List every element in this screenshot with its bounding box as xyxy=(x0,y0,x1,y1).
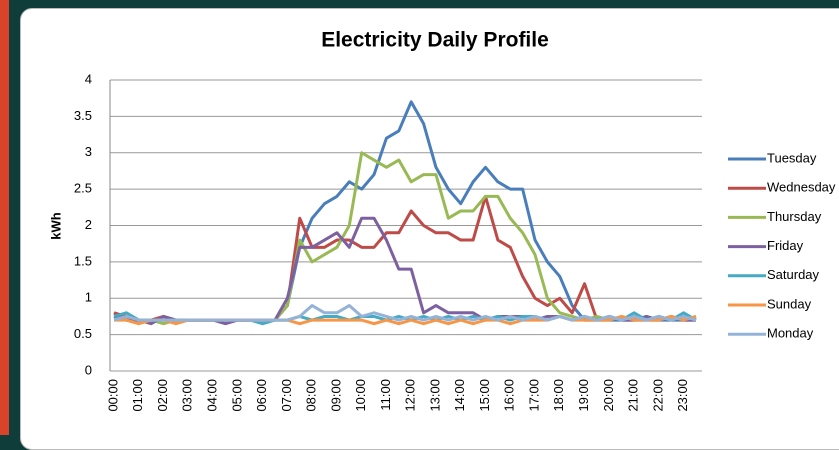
legend-label: Tuesday xyxy=(767,150,817,165)
line-series xyxy=(113,100,696,322)
x-tick-label: 22:00 xyxy=(650,379,665,412)
x-tick-label: 19:00 xyxy=(576,379,591,412)
y-tick-label: 2.5 xyxy=(74,181,92,196)
legend-label: Thursday xyxy=(767,209,822,224)
line-series xyxy=(113,216,696,326)
legend-label: Monday xyxy=(767,326,814,341)
y-tick-label: 4 xyxy=(85,71,92,86)
legend-label: Sunday xyxy=(767,296,812,311)
x-tick-label: 20:00 xyxy=(601,379,616,412)
x-tick-label: 06:00 xyxy=(254,379,269,412)
x-tick-label: 08:00 xyxy=(304,379,319,412)
y-tick-label: 2 xyxy=(85,217,92,232)
x-tick-label: 14:00 xyxy=(452,379,467,412)
x-tick-label: 01:00 xyxy=(130,379,145,412)
x-tick-label: 23:00 xyxy=(675,379,690,412)
y-tick-label: 0 xyxy=(85,362,92,377)
legend-label: Wednesday xyxy=(767,180,836,195)
x-tick-label: 12:00 xyxy=(403,379,418,412)
y-tick-label: 3.5 xyxy=(74,108,92,123)
side-strip xyxy=(0,0,9,435)
x-tick-label: 13:00 xyxy=(427,379,442,412)
x-tick-label: 09:00 xyxy=(328,379,343,412)
x-tick-label: 05:00 xyxy=(229,379,244,412)
x-tick-label: 17:00 xyxy=(526,379,541,412)
x-tick-label: 16:00 xyxy=(502,379,517,412)
x-tick-label: 11:00 xyxy=(378,379,393,411)
line-series xyxy=(113,304,697,322)
x-tick-label: 21:00 xyxy=(626,379,641,412)
y-tick-label: 1.5 xyxy=(74,253,92,268)
y-tick-label: 0.5 xyxy=(74,326,92,341)
legend-label: Saturday xyxy=(767,267,820,282)
chart-title: Electricity Daily Profile xyxy=(321,29,549,52)
x-tick-label: 02:00 xyxy=(155,379,170,412)
y-tick-label: 3 xyxy=(85,144,92,159)
x-tick-label: 00:00 xyxy=(105,379,120,412)
x-tick-label: 18:00 xyxy=(551,379,566,412)
x-tick-label: 07:00 xyxy=(279,379,294,412)
chart: Electricity Daily Profile kWh 00.511.522… xyxy=(48,29,836,412)
x-tick-label: 03:00 xyxy=(180,379,195,412)
x-tick-label: 10:00 xyxy=(353,379,368,412)
x-tick-label: 04:00 xyxy=(205,379,220,412)
legend-label: Friday xyxy=(767,238,804,253)
x-tick-label: 15:00 xyxy=(477,379,492,412)
y-tick-label: 1 xyxy=(85,290,92,305)
y-axis-title: kWh xyxy=(48,212,63,240)
line-series xyxy=(113,194,697,322)
